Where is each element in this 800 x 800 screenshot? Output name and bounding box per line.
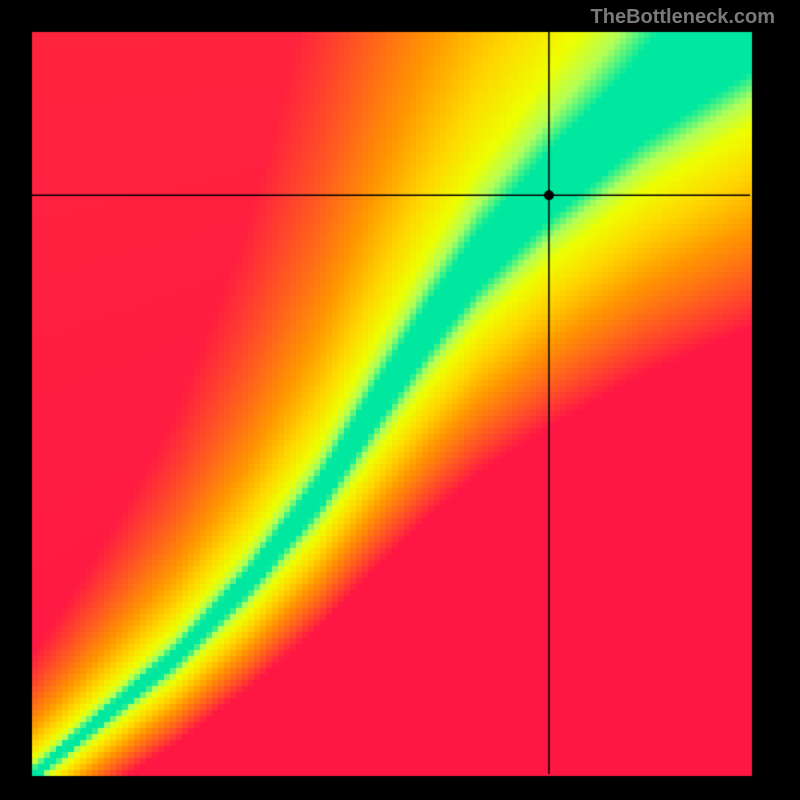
chart-container: TheBottleneck.com (0, 0, 800, 800)
watermark-text: TheBottleneck.com (591, 6, 775, 29)
bottleneck-heatmap (0, 0, 800, 800)
